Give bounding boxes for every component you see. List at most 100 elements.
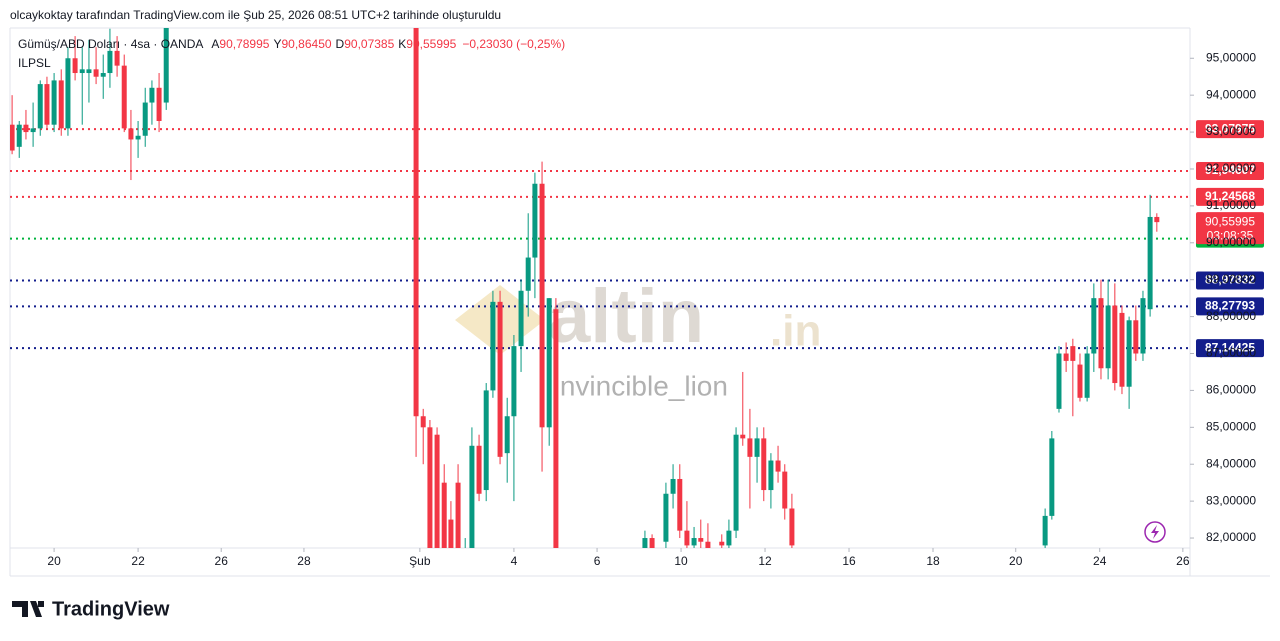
level-label: 88,97832 bbox=[1205, 273, 1255, 287]
candle-body bbox=[1133, 320, 1139, 354]
countdown-label: 03:08:35 bbox=[1207, 228, 1254, 242]
x-tick-label: 18 bbox=[926, 554, 940, 568]
brand-name: TradingView bbox=[52, 598, 170, 620]
candle-body bbox=[719, 541, 725, 546]
y-tick-label: 90,00000 bbox=[1206, 235, 1256, 249]
candle-body bbox=[546, 298, 552, 428]
candle-body bbox=[782, 471, 788, 509]
candle-body bbox=[511, 346, 517, 417]
level-label: 91,24568 bbox=[1205, 189, 1255, 203]
candle-body bbox=[156, 87, 162, 122]
candle-body bbox=[1154, 216, 1160, 223]
candle-body bbox=[642, 538, 648, 548]
x-tick-label: 6 bbox=[594, 554, 601, 568]
y-tick-label: 86,00000 bbox=[1206, 383, 1256, 397]
chart-title: olcaykoktay tarafından TradingView.com i… bbox=[10, 8, 501, 22]
y-tick-label: 84,00000 bbox=[1206, 456, 1256, 470]
candle-body bbox=[114, 50, 120, 66]
y-tick-label: 85,00000 bbox=[1206, 419, 1256, 433]
y-tick-label: 82,00000 bbox=[1206, 530, 1256, 544]
last-price-box bbox=[1196, 212, 1264, 245]
level-label: 91,94607 bbox=[1205, 163, 1255, 177]
x-tick-label: 16 bbox=[842, 554, 856, 568]
candle-body bbox=[427, 427, 433, 548]
candle-body bbox=[1140, 298, 1146, 354]
candle-body bbox=[128, 128, 134, 140]
level-label-box bbox=[1196, 271, 1264, 290]
y-tick-label: 83,00000 bbox=[1206, 493, 1256, 507]
candle-body bbox=[1077, 364, 1083, 398]
watermark-text: altin bbox=[548, 274, 704, 359]
candle-body bbox=[142, 102, 148, 136]
candle-body bbox=[79, 69, 85, 74]
candle-body bbox=[1126, 320, 1132, 387]
candle-body bbox=[163, 28, 169, 103]
level-label-box bbox=[1196, 120, 1264, 139]
candle-body bbox=[51, 80, 57, 125]
x-tick-label: 24 bbox=[1093, 554, 1107, 568]
candle-body bbox=[10, 124, 15, 151]
candle-body bbox=[23, 124, 29, 133]
candle-body bbox=[72, 58, 78, 74]
candle-body bbox=[58, 80, 64, 129]
level-label: 93,07975 bbox=[1205, 121, 1255, 135]
alert-icon-bolt bbox=[1151, 525, 1159, 539]
candle-body bbox=[100, 73, 106, 77]
candle-body bbox=[16, 124, 22, 147]
candle-body bbox=[483, 390, 489, 491]
candle-body bbox=[1091, 298, 1097, 354]
x-tick-label: 22 bbox=[131, 554, 145, 568]
candle-body bbox=[740, 434, 746, 439]
candle-body bbox=[86, 69, 92, 74]
candle-body bbox=[1147, 216, 1153, 310]
legend-line: Gümüş/ABD Doları · 4sa · OANDA A90,78995 Y… bbox=[18, 37, 565, 51]
candle-body bbox=[149, 87, 155, 103]
level-label-box bbox=[1196, 161, 1264, 180]
candle-body bbox=[1084, 353, 1090, 398]
legend-key: K bbox=[398, 37, 406, 51]
candle-body bbox=[441, 482, 447, 548]
candle-body bbox=[490, 301, 496, 391]
candle-body bbox=[413, 28, 419, 417]
y-tick-label: 87,00000 bbox=[1206, 346, 1256, 360]
y-tick-label: 89,00000 bbox=[1206, 272, 1256, 286]
candle-body bbox=[691, 538, 697, 546]
candle-body bbox=[93, 69, 99, 77]
candle-body bbox=[434, 434, 440, 548]
legend-change: −0,23030 (−0,25%) bbox=[462, 37, 565, 51]
y-tick-label: 92,00000 bbox=[1206, 161, 1256, 175]
x-tick-label: 28 bbox=[297, 554, 311, 568]
candle-body bbox=[65, 58, 71, 129]
x-tick-label: 12 bbox=[758, 554, 772, 568]
candle-body bbox=[539, 183, 545, 428]
watermark-suffix: .in bbox=[770, 307, 821, 356]
candle-body bbox=[684, 530, 690, 546]
candle-body bbox=[775, 460, 781, 472]
candle-body bbox=[726, 530, 732, 546]
level-label: 87,14425 bbox=[1205, 340, 1255, 354]
candle-body bbox=[789, 508, 795, 546]
candle-body bbox=[1119, 312, 1125, 387]
legend-value: 90,86450 bbox=[281, 37, 331, 51]
level-label-box bbox=[1196, 339, 1264, 358]
candle-body bbox=[44, 84, 50, 125]
candle-body bbox=[733, 434, 739, 531]
candle-body bbox=[497, 301, 503, 457]
candle-body bbox=[1042, 515, 1048, 546]
candle-body bbox=[553, 309, 559, 548]
candle-body bbox=[1112, 305, 1118, 384]
candle-body bbox=[420, 416, 426, 428]
candle-body bbox=[677, 478, 683, 531]
watermark-author: Invincible_lion bbox=[552, 370, 728, 401]
indicator-name: ILPSL bbox=[18, 56, 51, 70]
candle-body bbox=[1105, 305, 1111, 369]
candle-body bbox=[754, 438, 760, 457]
legend-key: A bbox=[211, 37, 219, 51]
brand-logo bbox=[12, 601, 44, 617]
x-tick-label: Şub bbox=[409, 554, 431, 568]
candle-body bbox=[761, 438, 767, 491]
x-tick-label: 20 bbox=[1009, 554, 1023, 568]
candle-body bbox=[1063, 353, 1069, 361]
